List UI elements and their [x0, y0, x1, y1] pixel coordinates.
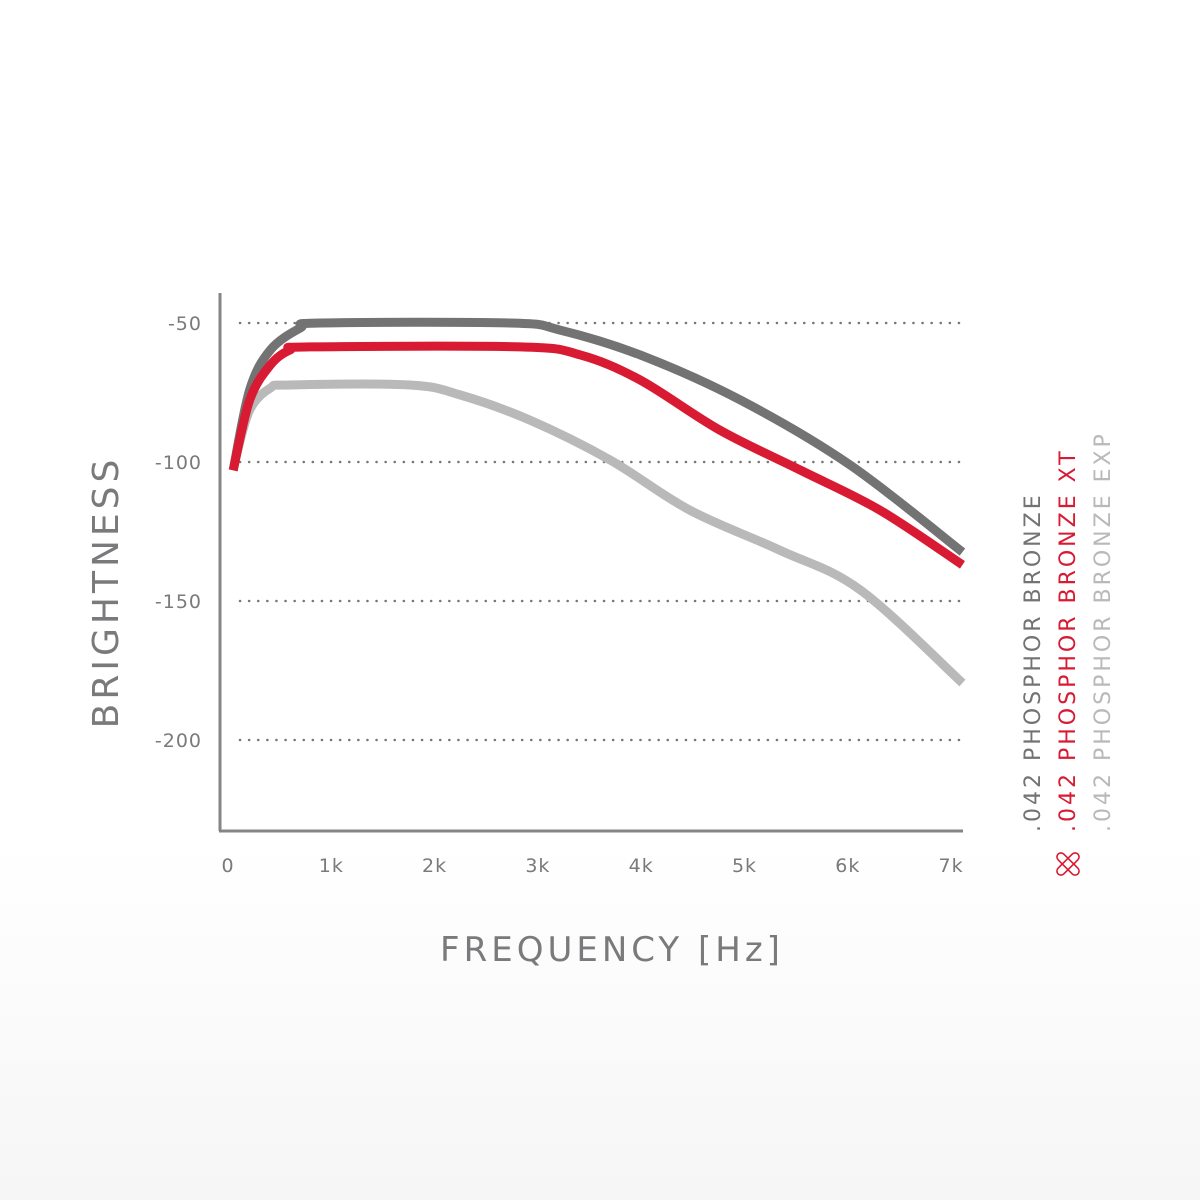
y-tick-label: -150 [155, 591, 202, 613]
y-tick-label: -100 [155, 452, 202, 474]
y-tick-label: -200 [155, 730, 202, 752]
y-axis-label: BRIGHTNESS [86, 456, 127, 729]
x-axis-label: FREQUENCY [Hz] [440, 930, 784, 970]
series-line-2 [228, 341, 965, 569]
legend-entry-3: .042 PHOSPHOR BRONZE EXP [1091, 431, 1116, 832]
x-tick-label: 1k [319, 855, 344, 877]
x-tick-label: 6k [835, 855, 860, 877]
series-line-1 [228, 317, 966, 556]
x-tick-label: 4k [629, 855, 654, 877]
series-line-3 [230, 379, 966, 687]
legend-entry-2: .042 PHOSPHOR BRONZE XT [1056, 448, 1081, 832]
x-tick-label: 2k [422, 855, 447, 877]
y-tick-label: -50 [168, 313, 202, 335]
x-tick-label: 5k [732, 855, 757, 877]
brand-logo-icon [1056, 852, 1080, 876]
x-tick-label: 3k [525, 855, 550, 877]
legend-entry-1: .042 PHOSPHOR BRONZE [1021, 492, 1046, 832]
x-tick-label: 7k [939, 855, 964, 877]
x-tick-label: 0 [221, 855, 234, 877]
